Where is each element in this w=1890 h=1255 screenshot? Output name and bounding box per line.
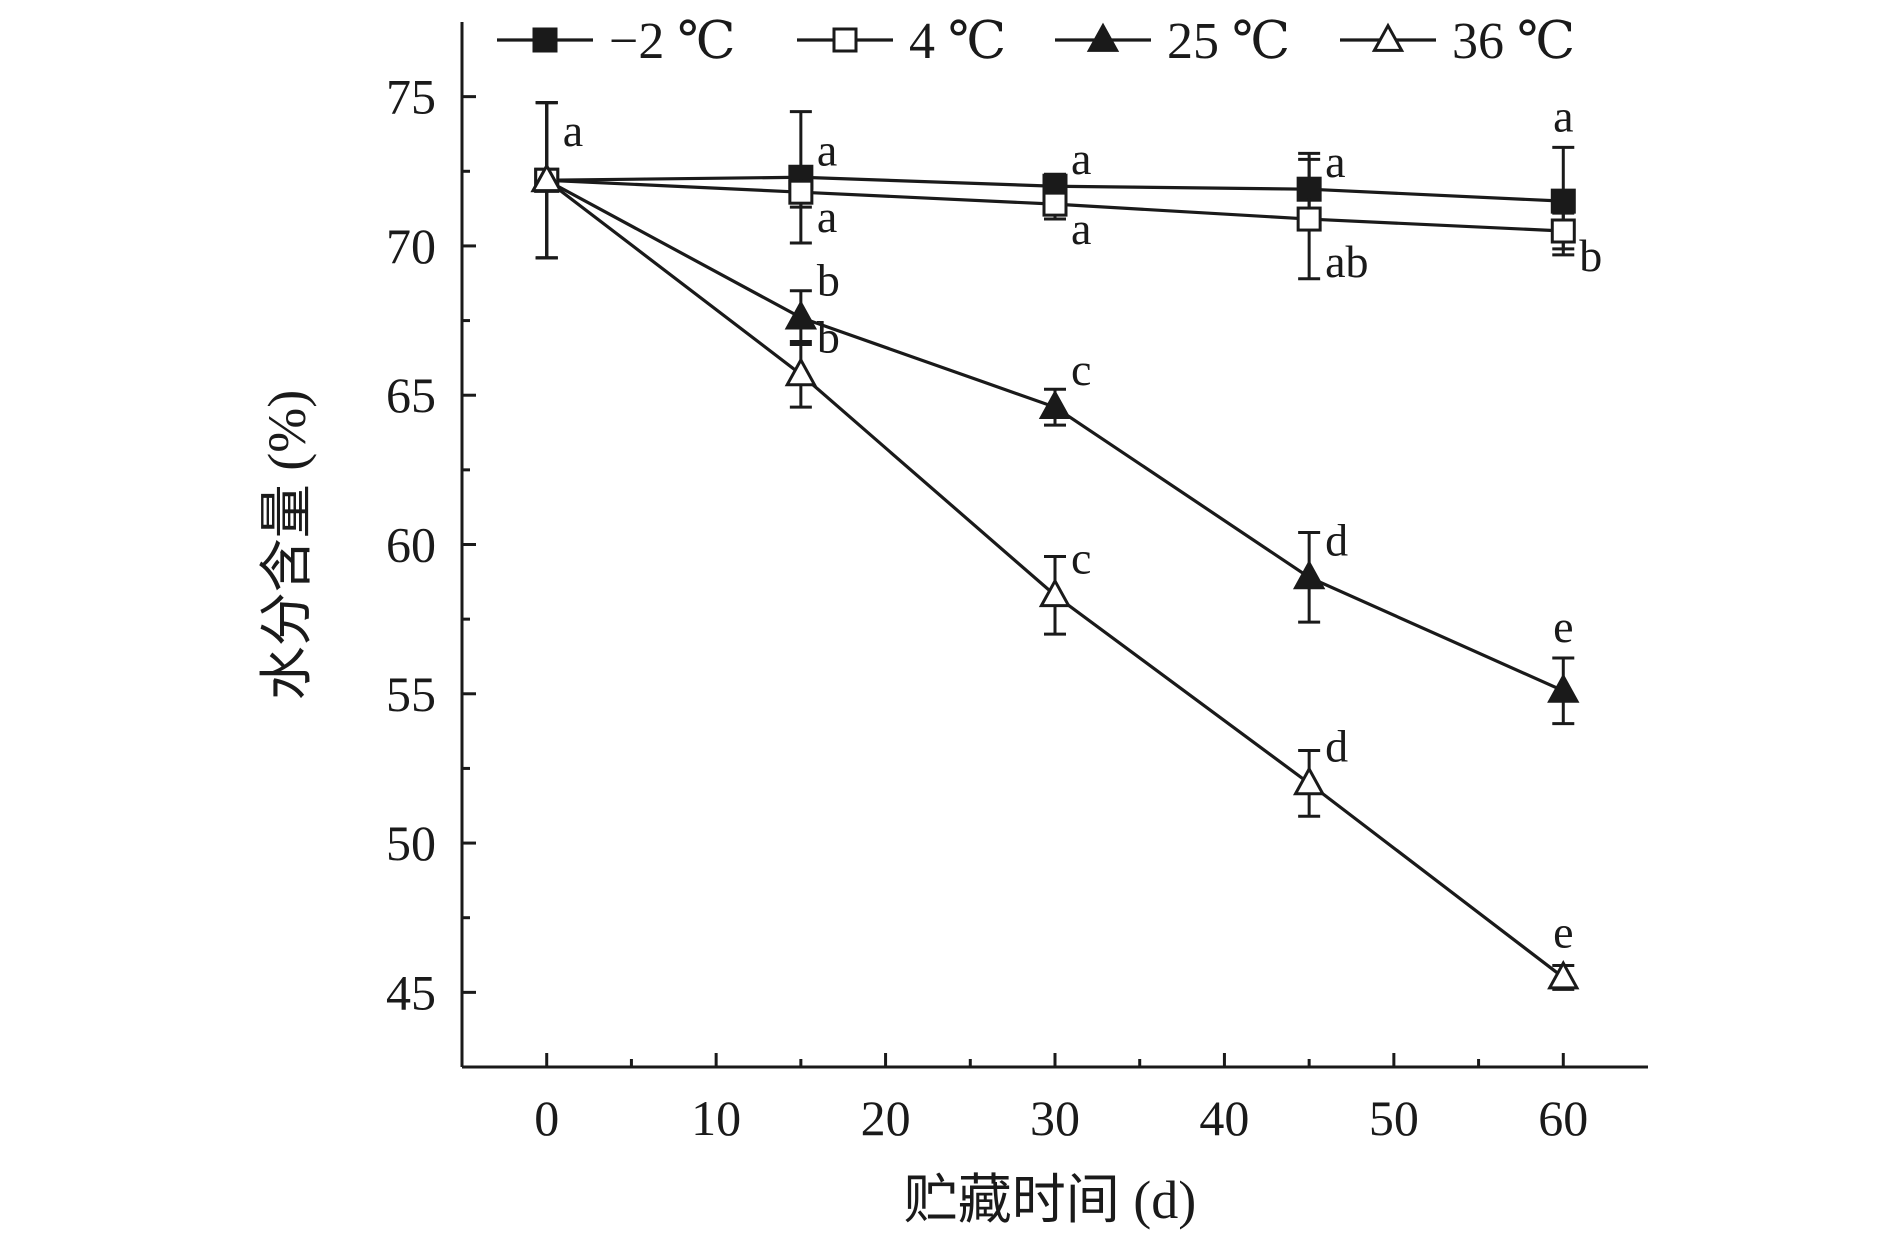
significance-label: b — [817, 255, 840, 306]
data-point — [1038, 389, 1072, 420]
significance-label: c — [1071, 344, 1091, 395]
significance-label: c — [1071, 532, 1091, 583]
data-point — [1042, 191, 1068, 217]
significance-label: e — [1553, 906, 1573, 957]
data-point — [1292, 765, 1326, 796]
data-point — [1547, 673, 1580, 703]
data-point — [1292, 559, 1326, 590]
significance-label: e — [1553, 601, 1573, 652]
data-point — [1038, 577, 1072, 608]
significance-label: b — [817, 311, 840, 362]
significance-label: a — [563, 105, 583, 156]
significance-label: a — [1325, 136, 1345, 187]
x-tick-label: 10 — [691, 1090, 741, 1146]
data-point — [1547, 960, 1580, 990]
axes: 0 10 20 30 40 50 60 45 50 55 60 65 70 75 — [386, 22, 1648, 1146]
y-tick-label: 70 — [386, 218, 436, 274]
data-point — [530, 162, 563, 193]
x-tick-label: 0 — [534, 1090, 559, 1146]
significance-label: a — [1553, 90, 1573, 141]
legend-item-4: 36 ℃ — [1340, 13, 1575, 70]
x-tick-label: 50 — [1369, 1090, 1419, 1146]
data-point — [1550, 188, 1576, 214]
data-point — [784, 356, 818, 387]
legend-item-1: −2 ℃ — [497, 13, 736, 70]
significance-label: a — [817, 124, 837, 175]
legend-marker — [832, 27, 858, 53]
x-tick-label: 20 — [861, 1090, 911, 1146]
y-tick-label: 75 — [386, 69, 436, 125]
data-point — [788, 179, 814, 205]
legend-marker — [1086, 22, 1120, 52]
y-tick-label: 55 — [386, 666, 436, 722]
y-axis-title: 水分含量 (%) — [257, 390, 317, 700]
significance-label: b — [1579, 230, 1602, 281]
significance-label: d — [1325, 720, 1348, 771]
y-tick-label: 45 — [386, 964, 436, 1020]
legend-marker — [1371, 22, 1405, 52]
series-4: b c d e — [530, 101, 1580, 991]
y-tick-label: 50 — [386, 815, 436, 871]
significance-label: a — [1071, 133, 1091, 184]
series-1: a a a aa — [534, 90, 1576, 260]
legend-label: −2 ℃ — [609, 13, 736, 70]
legend-label: 25 ℃ — [1167, 13, 1290, 70]
data-point — [1550, 218, 1576, 244]
data-point — [1296, 206, 1322, 232]
y-tick-label: 65 — [386, 367, 436, 423]
series-3: b c d e — [530, 101, 1580, 726]
significance-label: a — [817, 191, 837, 242]
y-tick-label: 60 — [386, 517, 436, 573]
x-tick-label: 30 — [1030, 1090, 1080, 1146]
legend-marker — [532, 27, 558, 53]
legend-label: 36 ℃ — [1452, 13, 1575, 70]
x-tick-label: 60 — [1538, 1090, 1588, 1146]
significance-label: ab — [1325, 236, 1368, 287]
x-tick-label: 40 — [1199, 1090, 1249, 1146]
x-axis-title: 贮藏时间 (d) — [904, 1170, 1196, 1230]
legend-label: 4 ℃ — [909, 13, 1006, 70]
legend-item-2: 4 ℃ — [797, 13, 1006, 70]
significance-label: a — [1071, 203, 1091, 254]
legend-item-3: 25 ℃ — [1055, 13, 1290, 70]
significance-label: d — [1325, 514, 1348, 565]
legend: −2 ℃ 4 ℃ 25 ℃ 36 ℃ — [497, 13, 1575, 70]
data-point — [784, 300, 818, 330]
